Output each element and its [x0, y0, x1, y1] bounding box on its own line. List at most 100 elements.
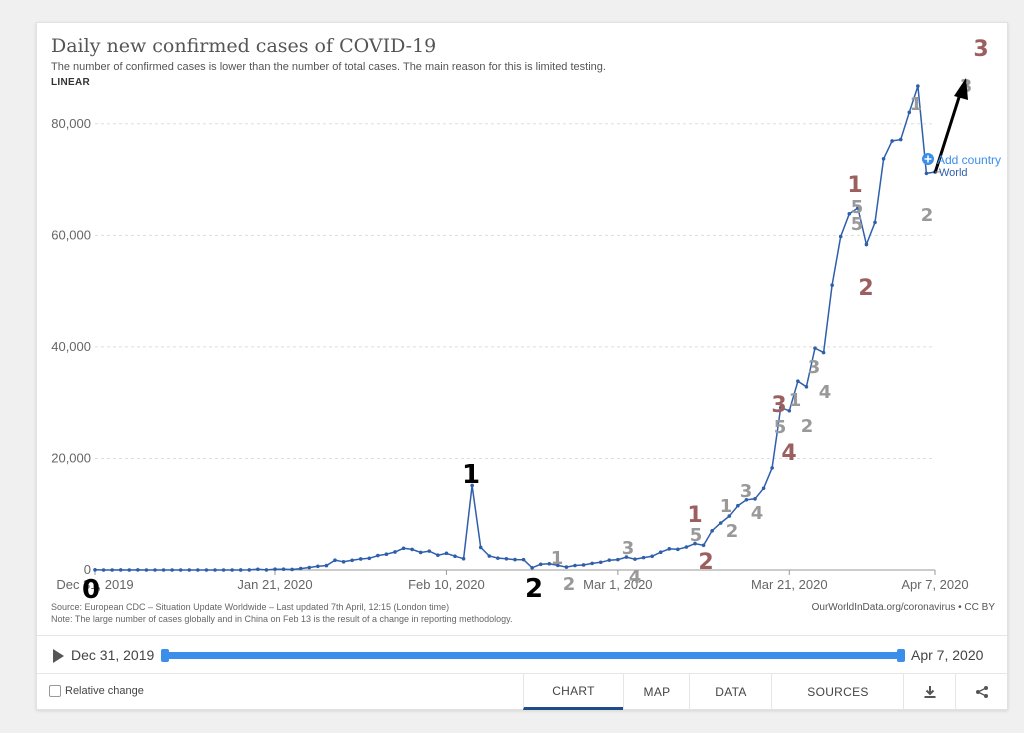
data-point	[324, 563, 329, 568]
plus-icon-cross	[924, 155, 932, 163]
data-point	[470, 483, 474, 488]
tab-map[interactable]: MAP	[623, 674, 690, 710]
owid-credit[interactable]: OurWorldInData.org/coronavirus • CC BY	[811, 602, 995, 613]
data-point	[787, 409, 792, 413]
data-point	[624, 555, 629, 559]
data-point	[273, 567, 277, 571]
overlay-digit: 4	[629, 567, 642, 588]
data-point	[204, 568, 209, 572]
series-line	[94, 85, 936, 571]
y-tick-label: 80,000	[51, 116, 91, 131]
data-point	[598, 560, 603, 565]
checkbox[interactable]	[49, 685, 61, 697]
overlay-digit: 2	[858, 276, 873, 301]
add-country-button[interactable]: Add country	[922, 153, 1001, 167]
tab-data[interactable]: DATA	[689, 674, 772, 710]
y-axis-ticks: 0 20,000 40,000 60,000 80,000	[51, 116, 91, 577]
data-point	[770, 466, 774, 470]
y-tick-label: 20,000	[51, 450, 91, 465]
overlay-digit: 5	[690, 525, 703, 546]
timeline-end-label: Apr 7, 2020	[911, 647, 984, 663]
arrow-line	[933, 90, 963, 174]
data-point	[727, 514, 732, 518]
data-point	[341, 560, 346, 564]
data-point	[178, 568, 183, 572]
data-point	[753, 497, 757, 501]
download-button[interactable]	[903, 674, 956, 710]
overlay-digit: 3	[771, 393, 786, 418]
data-point	[230, 568, 234, 572]
data-point	[256, 567, 260, 572]
source-note: Source: European CDC – Situation Update …	[51, 602, 450, 612]
chart-card: Daily new confirmed cases of COVID-19 Th…	[36, 22, 1008, 710]
relative-change-label: Relative change	[65, 685, 144, 697]
timeline-start-handle[interactable]	[161, 649, 169, 662]
data-point	[350, 558, 354, 563]
data-point	[333, 558, 337, 563]
data-point	[804, 384, 809, 389]
series-world	[93, 84, 937, 572]
data-point	[461, 556, 466, 561]
download-icon	[924, 686, 936, 698]
data-point	[633, 557, 637, 561]
data-point	[247, 568, 252, 572]
overlay-digit: 1	[910, 94, 923, 115]
series-end-label: World	[939, 167, 968, 179]
x-tick-label: Feb 10, 2020	[408, 577, 485, 592]
tab-chart[interactable]: CHART	[523, 674, 623, 710]
add-country-label: Add country	[937, 153, 1001, 167]
data-point	[830, 283, 834, 287]
overlay-digit: 1	[847, 173, 862, 198]
control-bar: Relative change CHART MAP DATA SOURCES	[37, 673, 1007, 710]
overlay-digit: 2	[921, 205, 934, 226]
gridlines	[95, 123, 935, 571]
data-point	[136, 568, 140, 572]
data-point	[427, 549, 432, 553]
data-point	[101, 568, 106, 572]
data-point	[556, 563, 560, 568]
scale-selector[interactable]: LINEAR	[51, 77, 91, 88]
data-point	[187, 568, 192, 572]
data-point	[410, 547, 414, 552]
overlay-digit: 3	[622, 538, 635, 559]
data-point	[161, 568, 166, 572]
data-point	[684, 545, 689, 549]
play-icon[interactable]	[53, 649, 64, 663]
overlay-digit: 3	[740, 481, 753, 502]
data-point	[196, 568, 200, 572]
relative-change-toggle[interactable]: Relative change	[49, 685, 144, 697]
data-point	[118, 568, 123, 572]
data-point	[453, 554, 457, 559]
data-point	[744, 498, 749, 502]
data-point	[444, 551, 449, 556]
overlay-digit: 0	[82, 575, 100, 605]
overlay-digit: 1	[462, 460, 480, 490]
x-tick-label: Dec 31, 2019	[56, 577, 133, 592]
data-point	[238, 568, 243, 572]
data-point	[538, 562, 543, 567]
data-point	[281, 567, 286, 572]
overlay-digit: 3	[808, 357, 821, 378]
data-point	[513, 557, 517, 562]
timeline-end-handle[interactable]	[897, 649, 905, 662]
overlay-digit: 2	[525, 574, 543, 604]
line-chart: 0 20,000 40,000 60,000 80,000 Dec 31, 2019 Ja…	[51, 37, 1001, 605]
data-point	[307, 565, 312, 570]
chart-title: Daily new confirmed cases of COVID-19	[51, 35, 437, 57]
share-button[interactable]	[955, 674, 1008, 710]
data-point	[667, 547, 672, 551]
data-point	[367, 556, 372, 561]
data-point	[93, 568, 97, 572]
overlay-annotations: 01212341521234354123415521233	[82, 37, 989, 605]
methodology-note: Note: The large number of cases globally…	[51, 614, 513, 624]
data-point	[521, 557, 526, 562]
data-point	[881, 157, 886, 161]
data-point	[110, 568, 114, 572]
chart-subtitle: The number of confirmed cases is lower t…	[51, 61, 606, 73]
data-point	[658, 550, 663, 555]
data-point	[213, 568, 217, 572]
overlay-digit: 1	[789, 390, 802, 411]
x-axis-ticks: Dec 31, 2019 Jan 21, 2020 Feb 10, 2020 Mar …	[56, 570, 969, 592]
timeline-track[interactable]	[161, 649, 905, 662]
tab-sources[interactable]: SOURCES	[771, 674, 904, 710]
